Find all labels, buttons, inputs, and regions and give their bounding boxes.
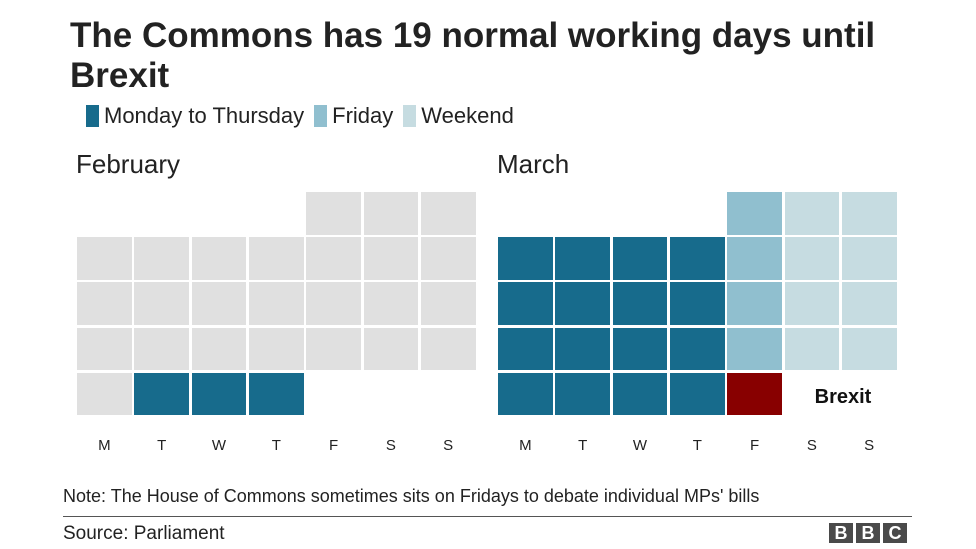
day-cell-weekday: [612, 327, 668, 371]
day-cell-past: [363, 192, 419, 235]
day-cell-weekday: [669, 372, 725, 416]
legend-item-friday: Friday: [314, 103, 393, 129]
day-cell-past: [420, 327, 476, 371]
day-of-week-label: S: [864, 437, 875, 454]
day-of-week-label: W: [632, 437, 648, 454]
day-cell-weekday: [669, 327, 725, 371]
month-label-february: February: [76, 149, 181, 179]
day-of-week-label: F: [329, 437, 339, 454]
day-cell-brexit: [727, 372, 782, 416]
bbc-logo: B B C: [829, 523, 907, 543]
day-cell-past: [248, 327, 304, 371]
day-of-week-label: S: [385, 437, 396, 454]
day-cell-friday: [727, 327, 782, 371]
day-cell-weekday: [191, 372, 247, 416]
divider: [63, 516, 912, 517]
day-cell-weekday: [134, 372, 190, 416]
legend: Monday to Thursday Friday Weekend: [86, 103, 524, 129]
day-cell-past: [77, 282, 132, 326]
day-cell-past: [248, 282, 304, 326]
day-cell-past: [420, 237, 476, 280]
day-of-week-label: W: [211, 437, 227, 454]
brexit-annotation: Brexit: [814, 386, 872, 408]
day-cell-weekday: [669, 282, 725, 326]
calendar-march: [498, 192, 900, 418]
bbc-logo-letter: C: [883, 523, 907, 543]
day-of-week-label: S: [443, 437, 454, 454]
day-cell-past: [77, 372, 132, 416]
day-cell-weekday: [498, 327, 553, 371]
day-of-week-label: T: [692, 437, 702, 454]
day-cell-weekend: [841, 282, 897, 326]
day-cell-weekend: [784, 192, 840, 235]
legend-item-weekday: Monday to Thursday: [86, 103, 304, 129]
day-cell-past: [77, 237, 132, 280]
day-of-week-label: S: [806, 437, 817, 454]
day-cell-weekday: [498, 282, 553, 326]
day-cell-weekend: [784, 237, 840, 280]
footnote: Note: The House of Commons sometimes sit…: [63, 486, 760, 506]
calendar-february: [77, 192, 479, 418]
day-cell-weekday: [498, 372, 553, 416]
day-cell-weekend: [841, 192, 897, 235]
legend-swatch-weekend: [403, 105, 417, 127]
day-cell-past: [420, 192, 476, 235]
day-cell-weekend: [784, 327, 840, 371]
day-cell-past: [306, 282, 361, 326]
day-cell-weekend: [784, 282, 840, 326]
day-cell-weekend: [841, 327, 897, 371]
day-of-week-label: F: [750, 437, 760, 454]
day-of-week-label: M: [519, 437, 532, 454]
day-cell-past: [306, 327, 361, 371]
day-cell-weekday: [669, 237, 725, 280]
bbc-logo-letter: B: [856, 523, 880, 543]
day-cell-past: [191, 237, 247, 280]
day-cell-weekend: [841, 237, 897, 280]
source: Source: Parliament: [63, 523, 225, 544]
day-cell-past: [363, 327, 419, 371]
day-cell-weekday: [498, 237, 553, 280]
legend-label: Weekend: [421, 103, 514, 128]
day-cell-friday: [727, 237, 782, 280]
day-cell-past: [306, 237, 361, 280]
day-cell-weekday: [555, 282, 611, 326]
day-cell-past: [363, 237, 419, 280]
day-cell-weekday: [612, 372, 668, 416]
day-cell-past: [191, 282, 247, 326]
day-cell-friday: [727, 282, 782, 326]
day-cell-weekday: [555, 372, 611, 416]
day-cell-past: [134, 327, 190, 371]
day-cell-past: [363, 282, 419, 326]
chart-title: The Commons has 19 normal working days u…: [70, 16, 876, 95]
legend-label: Monday to Thursday: [104, 103, 305, 128]
legend-label: Friday: [332, 103, 394, 128]
month-label-march: March: [497, 149, 570, 179]
legend-item-weekend: Weekend: [403, 103, 514, 129]
day-of-week-label: M: [98, 437, 111, 454]
day-of-week-label: T: [578, 437, 588, 454]
day-cell-past: [134, 237, 190, 280]
day-cell-past: [420, 282, 476, 326]
day-cell-friday: [727, 192, 782, 235]
day-cell-past: [191, 327, 247, 371]
day-cell-weekday: [555, 237, 611, 280]
day-cell-weekday: [612, 237, 668, 280]
legend-swatch-weekday: [86, 105, 99, 127]
day-of-week-label: T: [157, 437, 167, 454]
legend-swatch-friday: [314, 105, 328, 127]
bbc-logo-letter: B: [829, 523, 853, 543]
day-cell-weekday: [248, 372, 304, 416]
day-cell-weekday: [612, 282, 668, 326]
day-of-week-label: T: [271, 437, 281, 454]
day-cell-past: [77, 327, 132, 371]
day-cell-weekday: [555, 327, 611, 371]
day-cell-past: [306, 192, 361, 235]
day-cell-past: [134, 282, 190, 326]
day-cell-past: [248, 237, 304, 280]
